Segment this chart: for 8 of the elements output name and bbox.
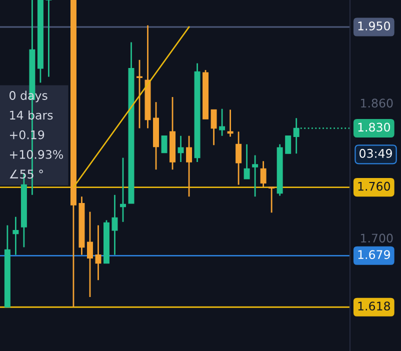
ref-line-label: 1.679	[358, 250, 390, 260]
ref-line-label: 1.950	[358, 21, 390, 30]
text: 03:49	[360, 148, 392, 158]
y-tick-label: 1.700	[361, 234, 393, 243]
ref-line-label: 1.618	[358, 302, 390, 311]
ref-line-label: 1.830	[358, 122, 390, 132]
y-tick-label: 1.860	[361, 98, 393, 108]
ref-line-label: 1.760	[358, 182, 390, 191]
